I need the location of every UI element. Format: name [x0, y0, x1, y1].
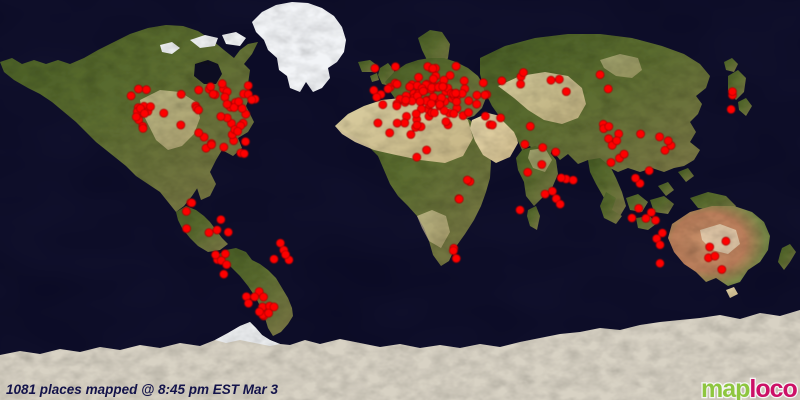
svg-text:1081 places mapped @ 8:45 pm E: 1081 places mapped @ 8:45 pm EST Mar 3: [6, 382, 279, 397]
svg-text:maploco: maploco: [701, 375, 798, 400]
